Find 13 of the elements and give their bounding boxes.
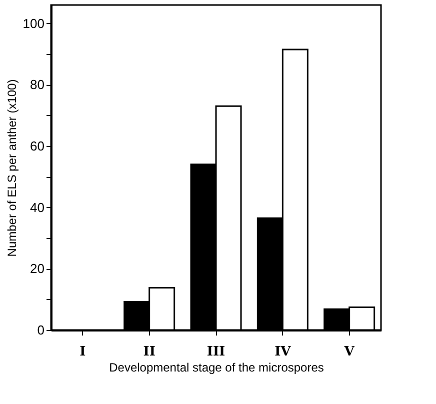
- x-tick-label: III: [206, 344, 226, 360]
- y-axis-title: Number of ELS per anther (x100): [4, 79, 19, 257]
- y-tick-label: 80: [30, 77, 44, 92]
- x-tick-label: V: [343, 344, 356, 360]
- y-tick-label: 40: [30, 200, 44, 215]
- y-tick-label: 20: [30, 261, 44, 276]
- x-tick-label: I: [80, 344, 86, 360]
- y-tick-label: 100: [22, 16, 44, 31]
- y-tick-label: 0: [37, 322, 44, 338]
- x-tick-label: II: [143, 344, 156, 360]
- x-axis-title: Developmental stage of the microspores: [109, 360, 324, 374]
- x-tick-label: IV: [274, 344, 292, 360]
- y-tick-label: 60: [30, 138, 44, 154]
